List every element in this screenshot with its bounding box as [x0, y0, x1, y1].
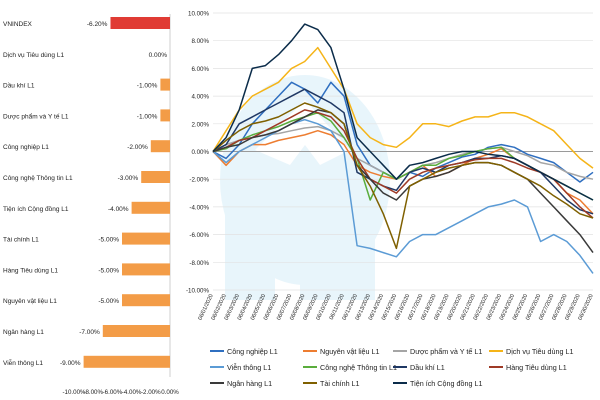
- bar-value-label-3: -1.00%: [137, 113, 158, 120]
- bar-category-label-0: VNINDEX: [3, 21, 33, 28]
- bar-x-tick-0: -10.00%: [62, 389, 86, 396]
- legend-label-0: Công nghiệp L1: [227, 347, 278, 356]
- bar-value-label-10: -7.00%: [79, 329, 100, 336]
- line-y-tick-3: -4.00%: [189, 204, 209, 211]
- line-y-tick-1: -8.00%: [189, 260, 209, 267]
- line-y-tick-7: 4.00%: [191, 94, 209, 101]
- bar-category-label-11: Viễn thông L1: [3, 358, 43, 367]
- bar-x-tick-5: 0.00%: [161, 389, 179, 396]
- legend-label-4: Viễn thông L1: [227, 363, 271, 372]
- legend-label-2: Dược phẩm và Y tế L1: [410, 347, 482, 356]
- bar-value-label-9: -5.00%: [98, 298, 119, 305]
- line-y-tick-5: 0.00%: [191, 149, 209, 156]
- legend-label-3: Dịch vụ Tiêu dùng L1: [506, 347, 574, 356]
- bar-11: [83, 355, 170, 368]
- watermark-logo: [220, 75, 390, 300]
- bar-9: [122, 294, 170, 307]
- legend-label-5: Công nghệ Thông tin L1: [320, 363, 397, 372]
- bar-4: [150, 140, 170, 153]
- bar-8: [122, 263, 170, 276]
- line-y-tick-10: 10.00%: [188, 11, 209, 18]
- bar-value-label-8: -5.00%: [98, 267, 119, 274]
- line-y-tick-2: -6.00%: [189, 232, 209, 239]
- bar-value-label-2: -1.00%: [137, 83, 158, 90]
- line-y-tick-4: -2.00%: [189, 177, 209, 184]
- legend-label-6: Dầu khí L1: [410, 363, 445, 372]
- bar-value-label-11: -9.00%: [60, 360, 81, 367]
- bar-category-label-6: Tiện ích Cộng đồng L1: [3, 204, 69, 213]
- bar-category-label-9: Nguyên vật liệu L1: [3, 298, 57, 305]
- bar-value-label-6: -4.00%: [108, 206, 129, 213]
- bar-value-label-5: -3.00%: [118, 175, 139, 182]
- bar-category-label-10: Ngân hàng L1: [3, 329, 44, 336]
- line-panel-bg: [180, 0, 600, 400]
- bar-category-label-7: Tài chính L1: [3, 237, 39, 244]
- legend-label-8: Ngân hàng L1: [227, 379, 272, 388]
- bar-category-label-4: Công nghiệp L1: [3, 144, 49, 151]
- bar-2: [160, 78, 170, 91]
- bar-5: [141, 171, 170, 183]
- bar-value-label-4: -2.00%: [127, 144, 148, 151]
- legend-label-7: Hàng Tiêu dùng L1: [506, 363, 567, 372]
- bar-panel-bg: [0, 0, 180, 400]
- bar-category-label-3: Dược phẩm và Y tế L1: [3, 111, 69, 120]
- line-y-tick-6: 2.00%: [191, 121, 209, 128]
- bar-x-tick-1: -8.00%: [83, 389, 103, 396]
- legend-label-1: Nguyên vật liệu L1: [320, 347, 380, 356]
- line-series-8: [212, 109, 594, 254]
- bar-value-label-7: -5.00%: [98, 237, 119, 244]
- bar-category-label-2: Dầu khí L1: [3, 81, 35, 90]
- bar-value-label-0: -6.20%: [87, 21, 108, 28]
- bar-x-tick-3: -4.00%: [122, 389, 142, 396]
- legend-label-10: Tiện ích Cộng đồng L1: [410, 379, 482, 388]
- bar-7: [122, 232, 170, 245]
- line-y-tick-9: 8.00%: [191, 38, 209, 45]
- bar-10: [102, 325, 170, 337]
- bar-category-label-1: Dịch vụ Tiêu dùng L1: [3, 52, 64, 59]
- bar-x-tick-2: -6.00%: [103, 389, 123, 396]
- bar-0: [110, 17, 170, 29]
- bar-6: [131, 201, 170, 214]
- bar-category-label-8: Hàng Tiêu dùng L1: [3, 267, 58, 274]
- line-series-3: [212, 46, 594, 169]
- bar-value-label-1: 0.00%: [149, 52, 168, 59]
- bar-x-tick-4: -2.00%: [141, 389, 161, 396]
- legend-label-9: Tài chính L1: [320, 379, 360, 388]
- line-y-tick-8: 6.00%: [191, 66, 209, 73]
- line-series-9: [212, 102, 594, 250]
- line-series-10: [212, 23, 594, 201]
- line-series-7: [212, 109, 594, 219]
- line-y-tick-0: -10.00%: [186, 288, 210, 295]
- bar-category-label-5: Công nghệ Thông tin L1: [3, 175, 73, 182]
- bar-3: [160, 109, 170, 122]
